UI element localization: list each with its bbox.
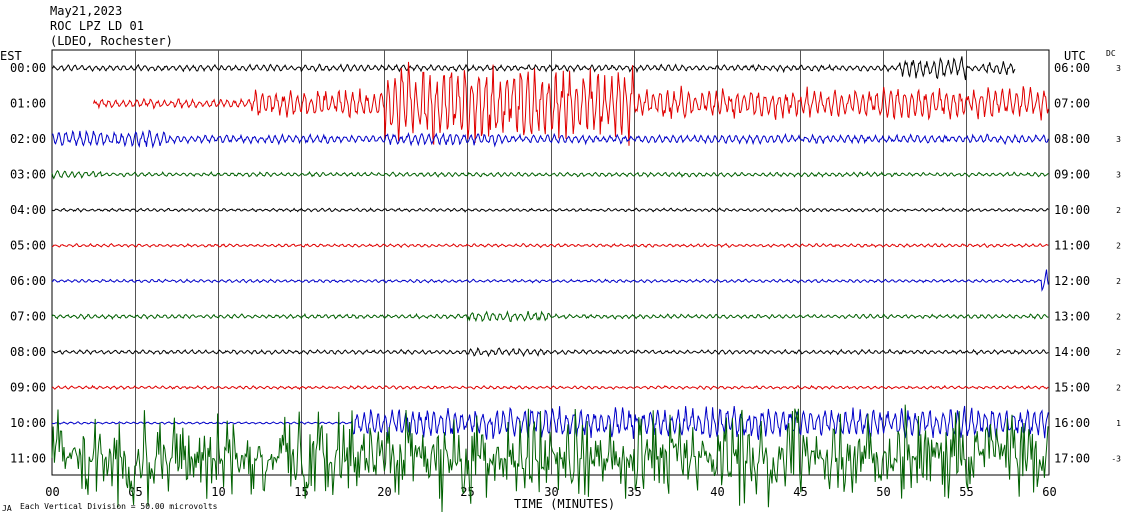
dc-label: DC [1106, 49, 1116, 58]
row-dc-value: 2 [1116, 348, 1121, 357]
x-tick-label: 20 [377, 485, 391, 499]
trace-line [51, 207, 1049, 213]
row-dc-value: -3 [1111, 455, 1121, 464]
x-tick-label: 00 [45, 485, 59, 499]
row-time-left: 02:00 [10, 132, 46, 146]
row-time-left: 00:00 [10, 61, 46, 75]
row-time-right: 16:00 [1054, 416, 1090, 430]
row-time-right: 12:00 [1054, 274, 1090, 288]
x-tick-label: 35 [627, 485, 641, 499]
row-time-right: 11:00 [1054, 239, 1090, 253]
plot-frame [51, 49, 1050, 476]
row-time-left: 11:00 [10, 452, 46, 466]
row-dc-value: 2 [1116, 242, 1121, 251]
row-time-right: 07:00 [1054, 97, 1090, 111]
row-dc-value: 1 [1116, 419, 1121, 428]
row-dc-value: 3 [1116, 171, 1121, 180]
row-dc-value: 3 [1116, 64, 1121, 73]
left-axis-label: EST [0, 49, 22, 63]
row-time-right: 14:00 [1054, 345, 1090, 359]
row-time-right: 13:00 [1054, 310, 1090, 324]
row-dc-value: 3 [1116, 135, 1121, 144]
header-network: (LDEO, Rochester) [50, 34, 173, 48]
row-time-right: 06:00 [1054, 61, 1090, 75]
row-dc-value: 2 [1116, 277, 1121, 286]
x-tick-label: 10 [211, 485, 225, 499]
trace-line [51, 242, 1049, 249]
trace-line [51, 269, 1049, 292]
x-tick-label: 15 [294, 485, 308, 499]
row-time-right: 10:00 [1054, 203, 1090, 217]
row-time-left: 06:00 [10, 274, 46, 288]
row-time-left: 10:00 [10, 416, 46, 430]
x-tick-label: 60 [1042, 485, 1056, 499]
trace-line [51, 346, 1049, 358]
header-date: May21,2023 [50, 4, 123, 18]
corner-mark: JA [2, 504, 12, 513]
x-axis-label: TIME (MINUTES) [514, 497, 616, 511]
trace-line [51, 310, 1049, 323]
trace-line [51, 170, 1049, 180]
x-tick-label: 55 [959, 485, 973, 499]
x-tick-label: 30 [544, 485, 558, 499]
row-time-left: 04:00 [10, 203, 46, 217]
x-tick-label: 40 [710, 485, 724, 499]
row-dc-value: 2 [1116, 384, 1121, 393]
row-time-right: 08:00 [1054, 132, 1090, 146]
row-time-right: 17:00 [1054, 452, 1090, 466]
row-time-left: 08:00 [10, 345, 46, 359]
row-time-left: 07:00 [10, 310, 46, 324]
footnote: Each Vertical Division = 50.00 microvolt… [20, 502, 218, 511]
row-time-left: 03:00 [10, 168, 46, 182]
row-time-left: 09:00 [10, 381, 46, 395]
row-time-right: 09:00 [1054, 168, 1090, 182]
trace-line [51, 56, 1016, 81]
trace-line [51, 404, 1049, 513]
trace-line [51, 384, 1049, 391]
row-dc-value: 2 [1116, 206, 1121, 215]
row-time-right: 15:00 [1054, 381, 1090, 395]
x-tick-label: 50 [876, 485, 890, 499]
row-time-left: 05:00 [10, 239, 46, 253]
row-dc-value: 2 [1116, 313, 1121, 322]
right-axis-label: UTC [1064, 49, 1086, 63]
trace-line [51, 129, 1049, 149]
row-time-left: 01:00 [10, 97, 46, 111]
header-station: ROC LPZ LD 01 [50, 19, 144, 33]
trace-line [93, 61, 1049, 146]
